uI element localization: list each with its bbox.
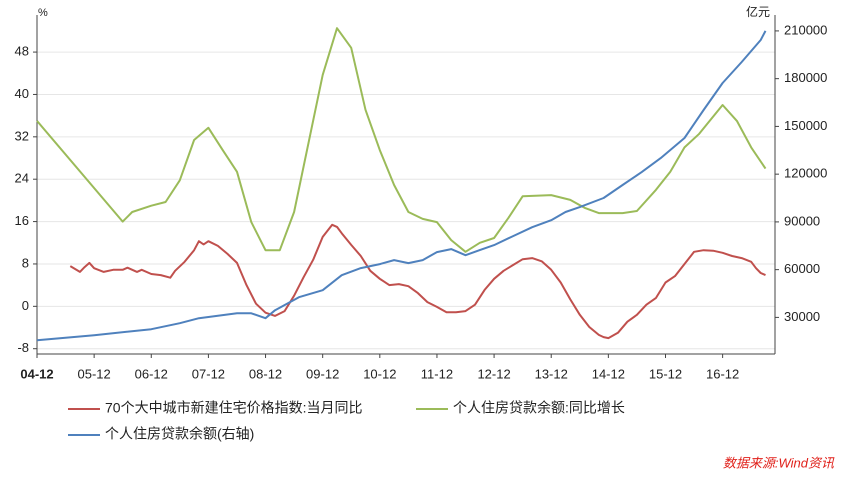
y2-tick-label: 150000 bbox=[784, 118, 827, 133]
y2-tick-label: 90000 bbox=[784, 213, 820, 228]
y2-unit: 亿元 bbox=[746, 4, 770, 19]
y-tick-label: -8 bbox=[17, 340, 29, 355]
y-unit: % bbox=[38, 7, 48, 19]
y-tick-label: 24 bbox=[15, 171, 29, 186]
y-tick-label: 32 bbox=[15, 128, 29, 143]
y2-tick-label: 180000 bbox=[784, 70, 827, 85]
x-tick-label: 06-12 bbox=[135, 366, 168, 381]
x-tick-label: 05-12 bbox=[78, 366, 111, 381]
legend-label: 个人住房贷款余额:同比增长 bbox=[453, 400, 625, 416]
x-tick-label: 15-12 bbox=[649, 366, 682, 381]
x-tick-label: 09-12 bbox=[306, 366, 339, 381]
x-tick-label: 07-12 bbox=[192, 366, 225, 381]
series-line bbox=[36, 27, 767, 253]
legend-label: 70个大中城市新建住宅价格指数:当月同比 bbox=[105, 400, 362, 416]
y-tick-label: 40 bbox=[15, 86, 29, 101]
y-tick-label: 48 bbox=[15, 44, 29, 59]
legend-label: 个人住房贷款余额(右轴) bbox=[105, 426, 254, 442]
series-line bbox=[69, 223, 766, 340]
x-tick-label: 13-12 bbox=[535, 366, 568, 381]
x-tick-label: 10-12 bbox=[363, 366, 396, 381]
y-tick-label: 8 bbox=[22, 255, 29, 270]
y-tick-label: 0 bbox=[22, 298, 29, 313]
y2-tick-label: 210000 bbox=[784, 22, 827, 37]
source: 数据来源:Wind资讯 bbox=[723, 455, 835, 470]
x-tick-label: 16-12 bbox=[706, 366, 739, 381]
y2-tick-label: 120000 bbox=[784, 166, 827, 181]
x-tick-label: 08-12 bbox=[249, 366, 282, 381]
x-tick-label: 12-12 bbox=[477, 366, 510, 381]
y2-tick-label: 60000 bbox=[784, 261, 820, 276]
x-tick-label: 14-12 bbox=[592, 366, 625, 381]
y2-tick-label: 30000 bbox=[784, 309, 820, 324]
y-tick-label: 16 bbox=[15, 213, 29, 228]
series-line bbox=[36, 30, 767, 342]
x-tick-label: 11-12 bbox=[421, 366, 453, 381]
x-tick-label: 04-12 bbox=[20, 366, 53, 381]
